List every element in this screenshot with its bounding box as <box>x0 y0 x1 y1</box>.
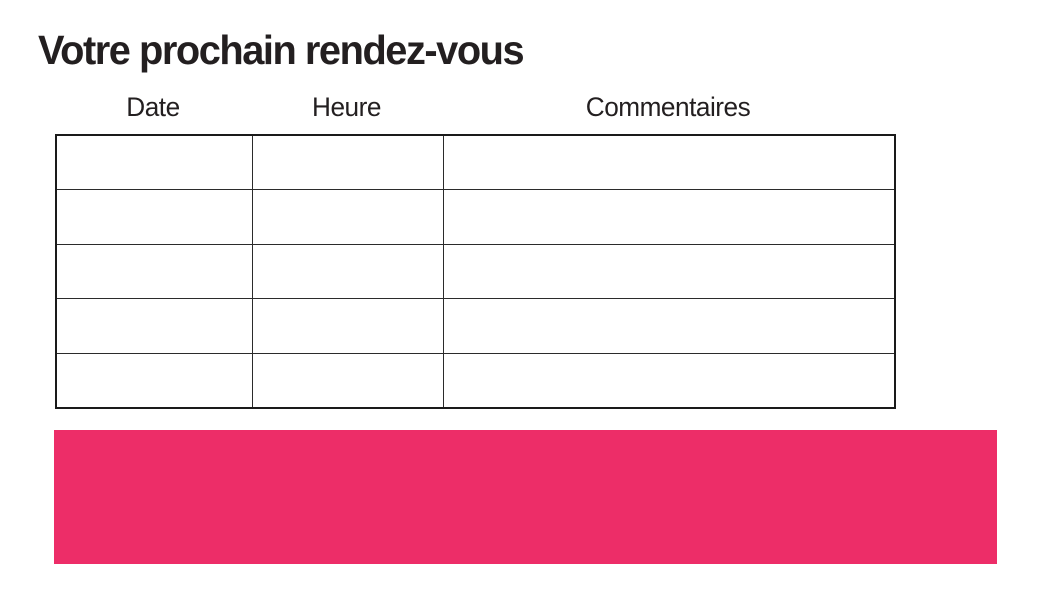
table-cell <box>442 298 896 354</box>
table-cell <box>55 352 253 409</box>
table-row <box>55 352 896 409</box>
table-header-row: Date Heure Commentaires <box>55 92 894 123</box>
table-cell <box>251 243 444 300</box>
table-row <box>55 134 896 191</box>
appointments-table <box>55 134 896 409</box>
table-cell <box>251 298 444 354</box>
table-cell <box>55 134 253 191</box>
column-header-heure: Heure <box>312 92 381 122</box>
table-cell <box>251 134 444 191</box>
table-cell <box>55 298 253 354</box>
table-cell <box>442 134 896 191</box>
table-cell <box>55 189 253 245</box>
page-title: Votre prochain rendez-vous <box>38 27 525 73</box>
table-cell <box>442 352 896 409</box>
table-cell <box>442 243 896 300</box>
table-cell <box>251 189 444 245</box>
table-cell <box>251 352 444 409</box>
column-header-date: Date <box>126 92 180 122</box>
table-row <box>55 189 896 245</box>
table-row <box>55 298 896 354</box>
accent-banner <box>54 430 997 564</box>
table-row <box>55 243 896 300</box>
appointments-table-body <box>55 134 896 409</box>
column-header-commentaires: Commentaires <box>585 92 751 122</box>
table-cell <box>442 189 896 245</box>
table-cell <box>55 243 253 300</box>
